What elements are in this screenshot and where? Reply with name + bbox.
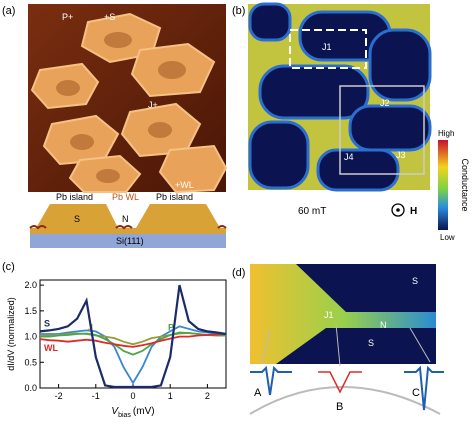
schematic-label: N — [122, 214, 129, 224]
y-tick-label: 0.0 — [24, 383, 37, 393]
schematic — [29, 204, 227, 248]
region-label: J2 — [380, 98, 390, 108]
schematic-label: Pb island — [56, 192, 93, 202]
image-label: P+ — [62, 12, 73, 22]
schematic-label: Si(111) — [116, 236, 144, 246]
conductance-map-d — [250, 264, 436, 364]
y-axis-label: dI/dV (normalized) — [6, 297, 16, 371]
image-label: +WL — [175, 180, 194, 190]
x-tick-label: 2 — [205, 391, 210, 401]
region-label: J4 — [344, 152, 354, 162]
line-series — [39, 284, 227, 389]
image-label: J1 — [324, 310, 334, 320]
curves-d — [249, 323, 444, 415]
x-axis-label-part: V — [111, 406, 119, 417]
colorbar-title: Conductance — [460, 158, 470, 211]
image-label: J+ — [148, 100, 158, 110]
region-label: J1 — [322, 42, 332, 52]
colorbar-label: Low — [440, 233, 455, 242]
field-symbol — [391, 203, 405, 217]
field-label: 60 mT — [298, 206, 326, 217]
image-label: S — [368, 338, 374, 348]
colorbar — [438, 140, 448, 230]
y-tick-label: 2.0 — [24, 280, 37, 290]
panel-label: (d) — [232, 267, 245, 279]
field-label: H — [410, 206, 417, 217]
line-series — [40, 331, 226, 356]
panel-label: (c) — [2, 261, 15, 273]
x-tick-label: 1 — [168, 391, 173, 401]
image-label: N — [380, 320, 387, 330]
region-label: J3 — [396, 150, 406, 160]
chart: 0.0 0.5 1.0 1.5 2.0 -2 -1 0 1 2 dI/dV (normalized)… — [6, 279, 227, 419]
y-tick-label: 0.5 — [24, 357, 37, 367]
series-label: P — [168, 322, 174, 332]
schematic-label: Pb island — [156, 192, 193, 202]
panel-label: (b) — [232, 5, 245, 17]
series-label: WL — [44, 343, 58, 353]
field-symbol — [396, 208, 400, 212]
x-tick-label: -2 — [55, 391, 63, 401]
line-series — [40, 325, 226, 385]
x-tick-label: -1 — [92, 391, 100, 401]
series-label: S — [44, 318, 50, 328]
image-label: S — [412, 276, 418, 286]
conductance-map — [248, 2, 432, 192]
x-axis-label: Vbias (mV) — [111, 406, 154, 419]
line-series — [39, 333, 227, 348]
x-axis-label-part: bias — [118, 412, 131, 419]
curve-label: A — [254, 387, 262, 399]
panel-label: (a) — [2, 5, 15, 17]
stm-image-a — [28, 4, 228, 194]
x-tick-label: 0 — [130, 391, 135, 401]
curve-label: C — [412, 387, 420, 399]
schematic-label: S — [74, 214, 80, 224]
schematic-label: Pb WL — [112, 192, 139, 202]
curve-label: B — [336, 401, 343, 413]
image-label: +S — [104, 12, 115, 22]
colorbar-label: High — [438, 129, 454, 138]
x-axis-label-part: (mV) — [133, 406, 155, 417]
y-tick-label: 1.0 — [24, 332, 37, 342]
y-tick-label: 1.5 — [24, 306, 37, 316]
